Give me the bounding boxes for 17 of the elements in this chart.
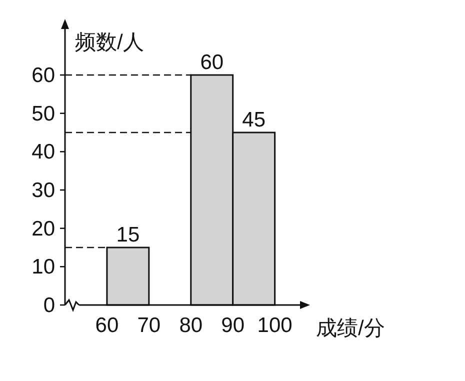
y-tick-label: 40	[32, 140, 55, 164]
y-axis-title: 频数/人	[75, 31, 144, 54]
x-axis-title: 成绩/分	[316, 317, 385, 340]
x-tick-label: 100	[257, 314, 292, 337]
data-label: 60	[200, 51, 224, 74]
data-label: 45	[242, 108, 266, 132]
y-tick-label: 50	[32, 102, 55, 126]
x-tick-label: 60	[95, 314, 119, 337]
y-tick-label: 20	[32, 217, 55, 240]
y-tick-label: 0	[43, 294, 55, 317]
y-tick-label: 10	[32, 256, 55, 279]
x-tick-label: 80	[179, 314, 203, 337]
y-tick-label: 30	[32, 179, 55, 202]
data-label: 15	[116, 224, 140, 246]
x-tick-label: 90	[221, 314, 245, 337]
y-tick-label: 60	[32, 64, 55, 87]
x-tick-label: 70	[137, 314, 161, 337]
